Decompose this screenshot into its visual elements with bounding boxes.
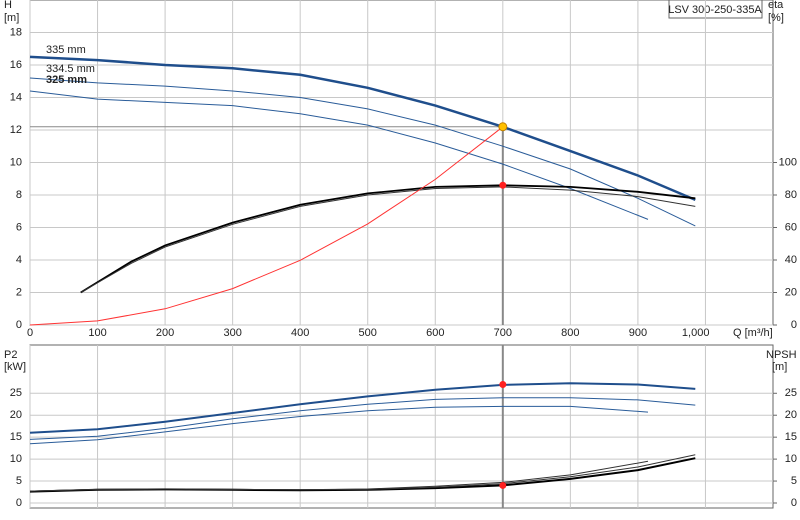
curve-label: 335 mm [46, 44, 86, 56]
y-tick-label: 6 [16, 221, 22, 233]
y2-tick-label: 25 [785, 387, 797, 399]
curve [29, 382, 696, 434]
y2-label: NPSH [766, 349, 797, 361]
curve [29, 77, 696, 227]
curve [29, 457, 696, 493]
y2-tick-label: 0 [791, 319, 797, 331]
curve [29, 405, 649, 445]
y-tick-label: 2 [16, 286, 22, 298]
y-tick-label: 0 [16, 497, 22, 509]
y2-tick-label: 20 [785, 286, 797, 298]
bottom-frame [29, 344, 774, 509]
y-tick-label: 20 [10, 409, 22, 421]
y-label: H [4, 0, 12, 11]
y2-tick-label: 15 [785, 431, 797, 443]
x-tick-label: 100 [88, 327, 106, 339]
duty-point-h [498, 122, 508, 132]
x-tick-label: 0 [27, 327, 33, 339]
y2-tick-label: 0 [791, 497, 797, 509]
x-tick-label: 200 [156, 327, 174, 339]
x-tick-label: 600 [426, 327, 444, 339]
y-tick-label: 12 [10, 124, 22, 136]
curve [29, 454, 696, 492]
y-tick-label: 25 [10, 387, 22, 399]
curve-label: 334.5 mm [46, 63, 95, 75]
y-tick-label: 5 [16, 475, 22, 487]
curve-label: 325 mm [46, 74, 87, 86]
y2-tick-label: 100 [779, 156, 797, 168]
y2-unit: [%] [768, 12, 784, 24]
y2-tick-label: 10 [785, 453, 797, 465]
y-tick-label: 15 [10, 431, 22, 443]
y2-tick-label: 60 [785, 221, 797, 233]
curve [80, 186, 696, 293]
y2-tick-label: 5 [791, 475, 797, 487]
curve [29, 126, 504, 326]
title-box [668, 0, 763, 19]
y-tick-label: 0 [16, 319, 22, 331]
y-tick-label: 14 [10, 91, 22, 103]
y-tick-label: 10 [10, 156, 22, 168]
y-tick-label: 4 [16, 254, 22, 266]
duty-point-eta [499, 181, 507, 189]
duty-point-p2 [499, 381, 507, 388]
y2-tick-label: 20 [785, 409, 797, 421]
curve [29, 460, 649, 492]
y2-label: eta [768, 0, 784, 11]
duty-point-npsh [499, 481, 507, 489]
chart-title: LSV 300-250-335A [668, 4, 762, 16]
x-tick-label: 400 [291, 327, 309, 339]
y-unit: [m] [4, 12, 19, 24]
curve [29, 55, 696, 202]
x-label: Q [m³/h] [733, 327, 773, 339]
y-tick-label: 8 [16, 189, 22, 201]
y2-unit: [m] [772, 361, 787, 373]
curve [80, 184, 696, 294]
x-tick-label: 1,000 [682, 327, 710, 339]
y-label: P2 [4, 349, 17, 361]
x-tick-label: 300 [223, 327, 241, 339]
y-tick-label: 18 [10, 26, 22, 38]
x-tick-label: 700 [494, 327, 512, 339]
x-tick-label: 500 [359, 327, 377, 339]
curve [29, 90, 649, 220]
x-tick-label: 900 [629, 327, 647, 339]
curve [29, 397, 696, 440]
y-unit: [kW] [4, 361, 26, 373]
y-tick-label: 10 [10, 453, 22, 465]
x-tick-label: 800 [561, 327, 579, 339]
y2-tick-label: 40 [785, 254, 797, 266]
y-tick-label: 16 [10, 59, 22, 71]
y2-tick-label: 80 [785, 189, 797, 201]
